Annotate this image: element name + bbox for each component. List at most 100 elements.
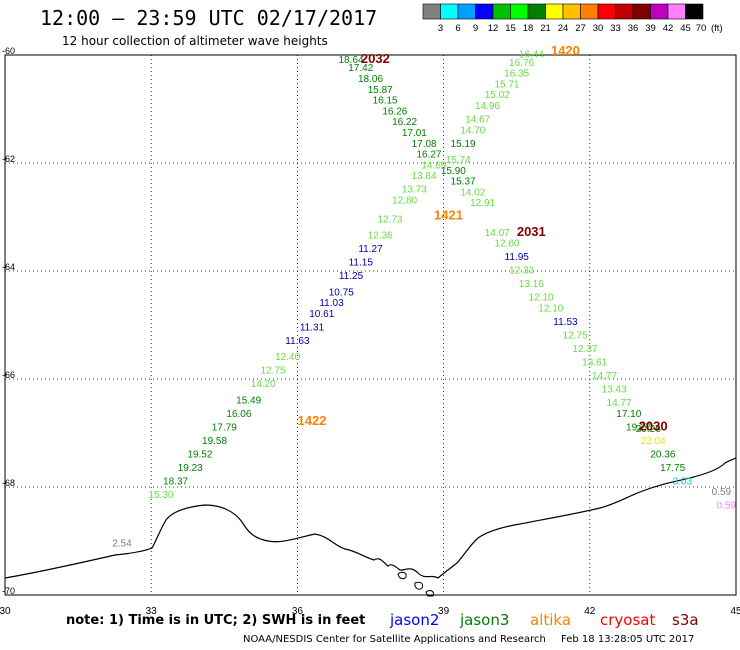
color-swatch: [492, 3, 511, 20]
wave-height-value: 16.44: [519, 50, 544, 61]
color-swatch: [527, 3, 546, 20]
pass-time-label: 2031: [517, 224, 546, 239]
wave-height-value: 11.53: [553, 317, 578, 328]
wave-height-value: 17.42: [348, 63, 373, 74]
antarctic-coastline-island: [414, 581, 423, 590]
wave-height-value: 17.01: [402, 128, 427, 139]
color-swatch: [475, 3, 494, 20]
wave-height-value: 11.63: [285, 336, 310, 347]
antarctic-coastline: [4, 457, 737, 579]
wave-height-value: 15.74: [446, 155, 471, 166]
wave-height-value: 12.60: [494, 239, 519, 250]
wave-height-value: 15.90: [441, 166, 466, 177]
wave-height-value: 10.61: [309, 309, 334, 320]
color-swatch: [457, 3, 476, 20]
color-swatch: [422, 3, 441, 20]
wave-height-value: 17.79: [212, 422, 237, 433]
wave-height-value: 13.61: [582, 358, 607, 369]
longitude-label: 33: [146, 606, 158, 617]
color-scale-unit: (ft): [711, 23, 723, 34]
pass-time-label: 1420: [551, 43, 580, 58]
wave-height-value: 15.19: [451, 139, 476, 150]
map-subtitle: 12 hour collection of altimeter wave hei…: [62, 34, 328, 48]
wave-height-value: 12.80: [392, 196, 417, 207]
longitude-label: 45: [730, 606, 740, 617]
color-swatch: [545, 3, 564, 20]
wave-height-value: 13.73: [402, 185, 427, 196]
wave-height-value: 18.37: [163, 476, 188, 487]
color-scale-label: 15: [505, 23, 516, 34]
wave-height-value: 12.10: [538, 304, 563, 315]
wave-height-value: 11.15: [349, 258, 374, 269]
color-swatch: [632, 3, 651, 20]
legend-altika: altika: [530, 611, 572, 629]
wave-height-value: 19.52: [187, 449, 212, 460]
color-scale-label: 36: [628, 23, 639, 34]
color-scale-label: 39: [645, 23, 656, 34]
legend-cryosat: cryosat: [600, 611, 656, 629]
wave-height-value: 19.58: [202, 436, 227, 447]
color-scale-bar: 3 6 9 12 15 18 21 24 27 30 33 36 39 42 45 70 (ft): [422, 3, 723, 34]
color-scale-label: 70: [696, 23, 707, 34]
color-swatch: [510, 3, 529, 20]
latitude-label: -66: [2, 370, 15, 380]
latitude-label: -64: [2, 262, 15, 272]
longitude-label: 36: [292, 606, 304, 617]
wave-height-value: 0.59: [717, 501, 737, 512]
color-scale-label: 33: [610, 23, 621, 34]
antarctic-coastline-island: [425, 590, 434, 597]
wave-height-value: 0.59: [712, 487, 732, 498]
wave-height-value: 14.77: [607, 398, 632, 409]
legend-jason2: jason2: [390, 611, 440, 629]
color-swatch: [580, 3, 599, 20]
lat-lon-grid: [5, 55, 736, 595]
wave-height-value: 10.75: [329, 287, 354, 298]
wave-height-value: 14.77: [592, 371, 617, 382]
color-swatch: [685, 3, 704, 20]
wave-height-value: 20.26: [636, 424, 661, 435]
wave-height-value: 17.10: [616, 409, 641, 420]
wave-height-value: 14.69: [421, 160, 446, 171]
wave-height-value: 18.06: [358, 74, 383, 85]
color-scale-label: 3: [438, 23, 443, 34]
wave-height-value: 16.26: [382, 106, 407, 117]
color-scale-label: 30: [593, 23, 604, 34]
wave-height-value: 13.16: [519, 279, 544, 290]
wave-height-value: 15.87: [368, 85, 393, 96]
wave-height-value: 12.36: [368, 231, 393, 242]
wave-height-value: 16.27: [416, 150, 441, 161]
wave-height-value: 17.75: [660, 463, 685, 474]
color-swatch: [615, 3, 634, 20]
wave-height-value: 16.35: [504, 69, 529, 80]
map-title: 12:00 – 23:59 UTC 02/17/2017: [40, 6, 378, 30]
wave-height-value: 13.84: [412, 171, 437, 182]
wave-height-value: 15.30: [148, 490, 173, 501]
map-frame: [4, 54, 737, 596]
wave-height-value: 16.76: [509, 58, 534, 69]
credit-line: NOAA/NESDIS Center for Satellite Applica…: [243, 634, 694, 645]
pass-time-label: 2032: [361, 51, 390, 66]
wave-height-value: 15.71: [494, 79, 519, 90]
wave-height-value: 12.91: [470, 198, 495, 209]
wave-height-value: 11.27: [358, 244, 383, 255]
wave-height-value: 11.03: [319, 298, 344, 309]
wave-height-value: 2.54: [112, 538, 132, 549]
color-swatch: [650, 3, 669, 20]
latitude-label: -62: [2, 154, 15, 164]
wave-height-value: 12.10: [529, 293, 554, 304]
map-note: note: 1) Time is in UTC; 2) SWH is in fe…: [66, 613, 366, 628]
antarctic-coastline-island: [397, 571, 407, 580]
wave-height-value: 14.20: [251, 379, 276, 390]
wave-height-value: 13.43: [602, 385, 627, 396]
wave-height-value: 14.67: [465, 115, 490, 126]
color-swatch: [440, 3, 459, 20]
wave-height-value: 11.95: [505, 252, 530, 263]
pass-time-labels: 2032 1420 1421 2031 1422 2030: [298, 43, 668, 433]
wave-height-value: 22.04: [641, 436, 666, 447]
longitude-label: 42: [584, 606, 596, 617]
wave-height-value: 15.49: [236, 395, 261, 406]
wave-height-value: 12.75: [563, 331, 588, 342]
credit-text: NOAA/NESDIS Center for Satellite Applica…: [243, 634, 546, 645]
wave-height-value: 14.02: [460, 187, 485, 198]
